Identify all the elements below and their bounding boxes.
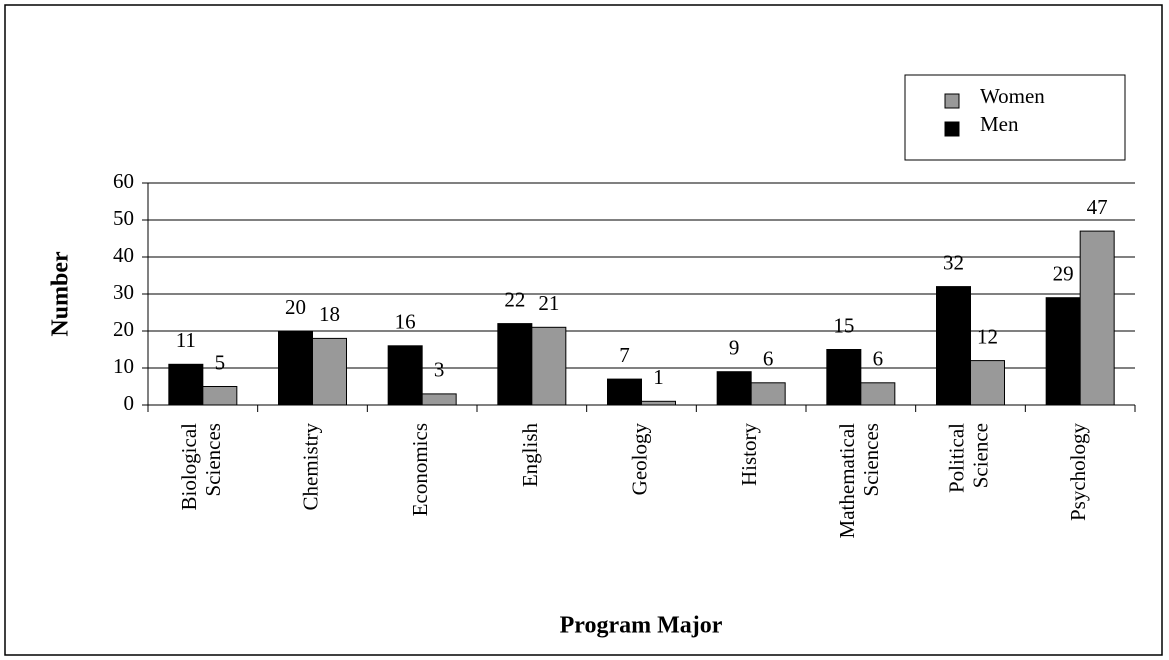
data-label: 3 xyxy=(434,358,445,382)
data-label: 21 xyxy=(538,291,559,315)
y-tick-label: 50 xyxy=(113,206,134,230)
data-label: 6 xyxy=(763,347,774,371)
data-label: 5 xyxy=(215,350,226,374)
y-tick-label: 0 xyxy=(124,391,135,415)
x-axis-title: Program Major xyxy=(560,613,723,639)
x-tick-label: English xyxy=(518,423,542,488)
bar xyxy=(607,378,642,406)
x-tick-label: Geology xyxy=(627,423,651,496)
data-label: 6 xyxy=(873,347,884,371)
y-tick-label: 40 xyxy=(113,243,134,267)
legend-box xyxy=(904,74,1126,161)
data-label: 9 xyxy=(729,336,740,360)
bar xyxy=(202,386,238,406)
data-label: 11 xyxy=(176,328,196,352)
legend-label: Men xyxy=(980,112,1019,136)
y-tick-label: 20 xyxy=(113,317,134,341)
x-tick-label: BiologicalSciences xyxy=(177,423,225,511)
bar xyxy=(936,286,971,406)
bar xyxy=(531,326,567,406)
data-label: 20 xyxy=(285,295,306,319)
bar xyxy=(826,349,862,406)
data-label: 18 xyxy=(319,302,340,326)
data-label: 15 xyxy=(833,313,854,337)
y-axis-title: Number xyxy=(48,251,74,337)
bar xyxy=(312,337,347,406)
data-label: 1 xyxy=(653,365,664,389)
data-label: 32 xyxy=(943,250,964,274)
legend-swatch xyxy=(944,121,960,137)
bar xyxy=(750,382,786,406)
data-label: 12 xyxy=(977,324,998,348)
bar xyxy=(168,363,204,406)
data-label: 7 xyxy=(619,343,630,367)
x-tick-label: PoliticalScience xyxy=(944,423,992,493)
data-label: 22 xyxy=(504,287,525,311)
bar xyxy=(860,382,896,406)
bar xyxy=(1079,230,1115,406)
bar xyxy=(421,393,457,406)
x-tick-label: Economics xyxy=(408,423,432,516)
bar xyxy=(1045,297,1081,406)
bar xyxy=(278,330,313,406)
legend-label: Women xyxy=(980,84,1045,108)
x-tick-label: History xyxy=(737,423,761,487)
x-tick-label: MathematicalSciences xyxy=(835,423,883,539)
legend-swatch xyxy=(944,93,960,109)
bar xyxy=(497,323,533,406)
x-tick-label: Psychology xyxy=(1066,423,1090,522)
x-tick-label: Chemistry xyxy=(298,423,322,511)
bar xyxy=(641,400,676,406)
bar xyxy=(970,360,1005,406)
data-label: 29 xyxy=(1053,262,1074,286)
y-tick-label: 60 xyxy=(113,169,134,193)
data-label: 16 xyxy=(395,310,416,334)
bar xyxy=(387,345,423,406)
y-tick-label: 30 xyxy=(113,280,134,304)
data-label: 47 xyxy=(1087,195,1108,219)
y-tick-label: 10 xyxy=(113,354,134,378)
bar xyxy=(716,371,752,406)
